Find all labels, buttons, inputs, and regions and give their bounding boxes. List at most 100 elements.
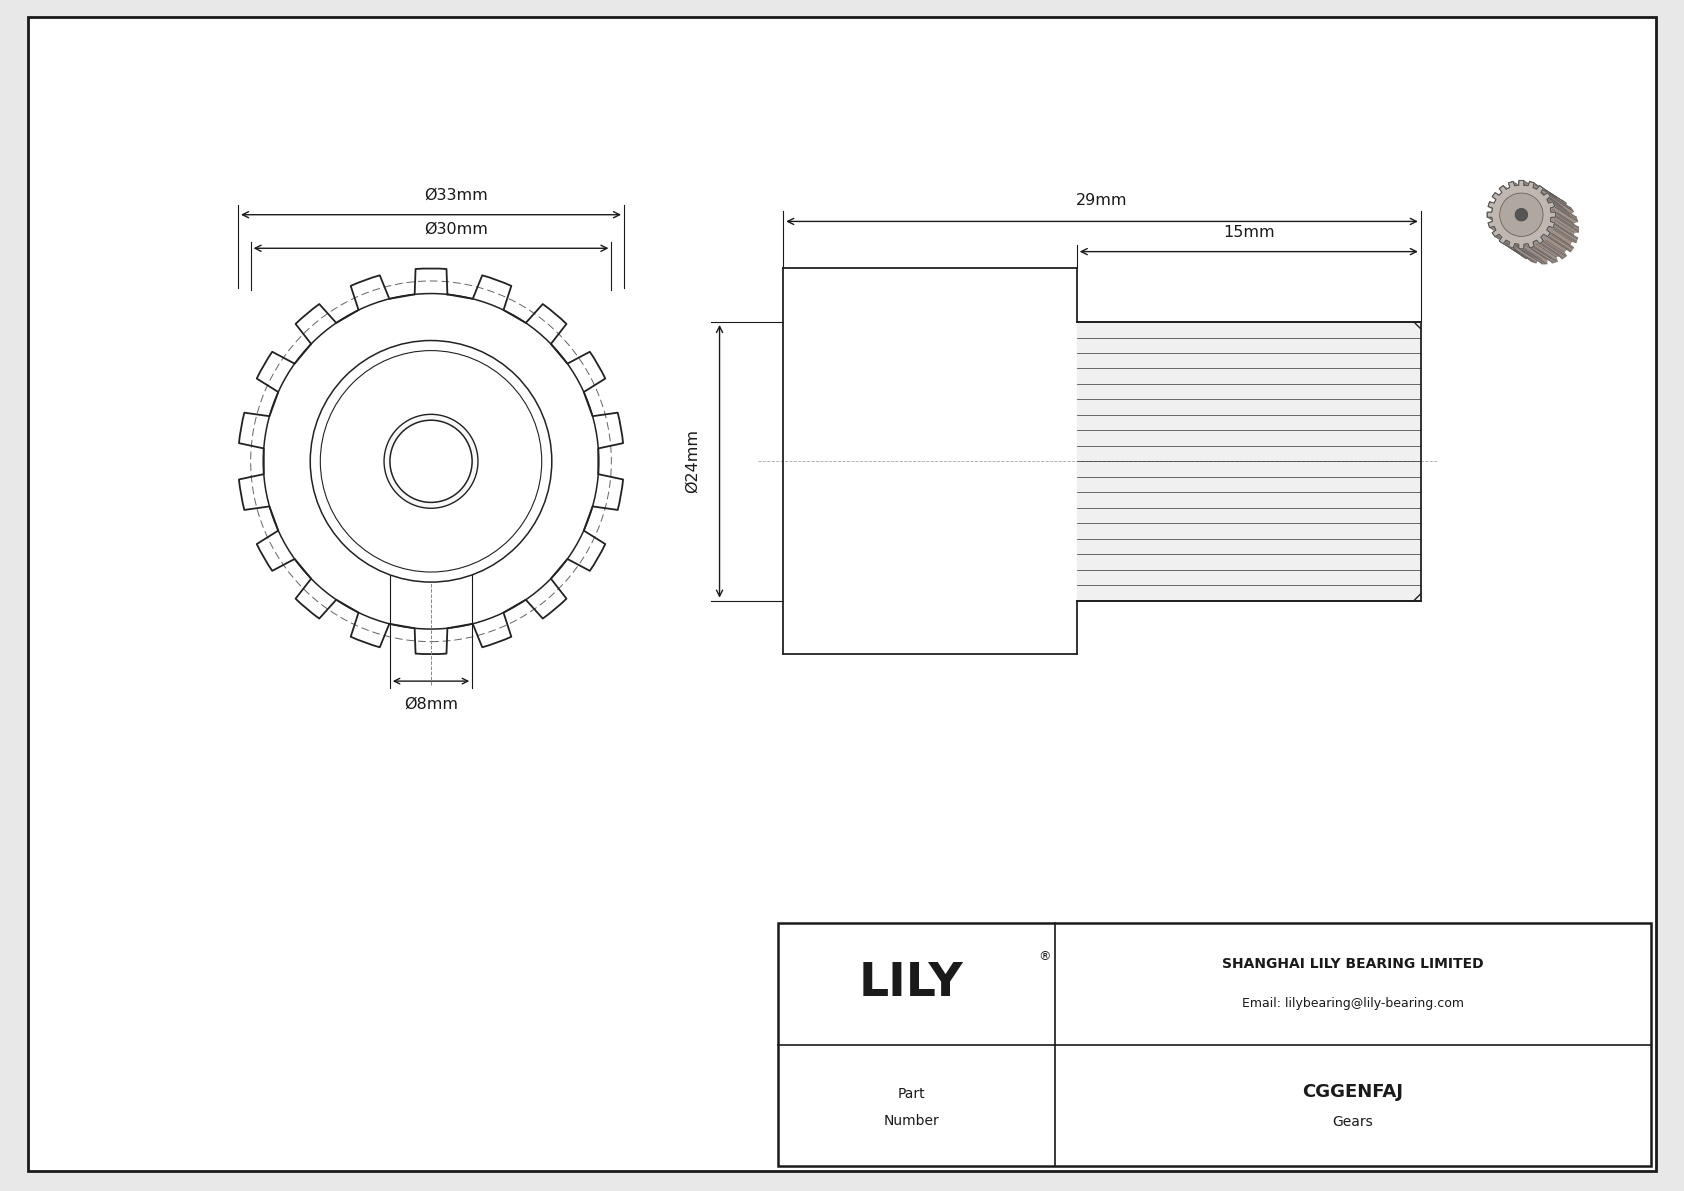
Polygon shape [1553,226,1576,243]
Polygon shape [1532,182,1558,198]
Polygon shape [1541,237,1566,256]
Polygon shape [1514,244,1537,263]
Polygon shape [1556,212,1578,229]
Polygon shape [1499,188,1522,204]
Polygon shape [1499,241,1522,256]
Polygon shape [1548,193,1571,208]
Polygon shape [1490,201,1517,218]
Polygon shape [1543,188,1566,204]
Polygon shape [1489,202,1512,220]
Polygon shape [1524,244,1548,263]
Polygon shape [1549,226,1576,243]
Polygon shape [1487,212,1511,229]
Polygon shape [1494,226,1519,245]
Polygon shape [1548,194,1573,211]
Polygon shape [1529,248,1554,263]
Circle shape [310,341,552,582]
Polygon shape [1544,193,1571,210]
Polygon shape [1489,224,1512,242]
Polygon shape [1514,244,1541,260]
Polygon shape [1492,195,1516,212]
Polygon shape [1551,217,1575,236]
Polygon shape [1539,186,1563,201]
Text: CGGENFAJ: CGGENFAJ [1302,1083,1403,1100]
Polygon shape [1541,242,1566,258]
Polygon shape [1492,208,1516,227]
Polygon shape [1553,201,1576,218]
Polygon shape [1543,241,1566,256]
Polygon shape [1509,247,1534,262]
Polygon shape [1489,222,1516,238]
Polygon shape [1551,206,1578,223]
Polygon shape [1492,232,1516,249]
Bar [778,923,1650,1166]
Polygon shape [1487,213,1511,231]
Circle shape [384,414,478,509]
Polygon shape [1492,197,1519,214]
Polygon shape [1556,213,1578,231]
Polygon shape [1499,235,1524,252]
Polygon shape [1524,181,1548,200]
Text: Ø30mm: Ø30mm [424,222,488,237]
Polygon shape [1487,216,1511,232]
Polygon shape [1522,249,1546,263]
Polygon shape [1514,185,1541,200]
Text: LILY: LILY [859,961,963,1006]
Polygon shape [1541,235,1566,252]
Polygon shape [1500,186,1526,202]
Polygon shape [1554,205,1578,222]
Polygon shape [1502,243,1526,258]
Polygon shape [1532,187,1559,204]
Polygon shape [1541,192,1566,210]
Polygon shape [1532,242,1558,261]
Circle shape [1511,200,1554,244]
Circle shape [391,420,472,503]
Polygon shape [1549,232,1573,249]
Polygon shape [1519,181,1543,195]
Polygon shape [1556,216,1578,232]
Text: ®: ® [1039,950,1051,964]
Polygon shape [1536,186,1563,204]
Polygon shape [1505,187,1532,204]
Text: Number: Number [882,1114,940,1128]
Polygon shape [1509,183,1532,202]
Polygon shape [1495,193,1522,210]
Polygon shape [1509,242,1532,261]
Polygon shape [1519,181,1543,200]
Polygon shape [1489,226,1512,243]
Polygon shape [1490,226,1517,243]
Polygon shape [1541,188,1566,207]
Polygon shape [1554,224,1578,242]
Text: Email: lilybearing@lily-bearing.com: Email: lilybearing@lily-bearing.com [1241,998,1463,1010]
Polygon shape [1511,195,1578,263]
Polygon shape [1548,226,1571,245]
Polygon shape [1509,182,1532,198]
Polygon shape [1499,188,1524,207]
Text: Ø33mm: Ø33mm [424,188,488,202]
Polygon shape [1519,244,1543,263]
Polygon shape [1505,241,1532,257]
Polygon shape [1548,230,1573,248]
Polygon shape [1532,247,1558,262]
Polygon shape [1548,197,1573,214]
Polygon shape [1548,233,1573,250]
Polygon shape [1500,242,1526,258]
Text: Ø8mm: Ø8mm [404,697,458,711]
Polygon shape [1492,217,1516,236]
Polygon shape [1529,181,1554,197]
Polygon shape [1502,186,1526,201]
Polygon shape [1512,181,1536,197]
Polygon shape [783,268,1076,654]
Polygon shape [1487,181,1556,249]
Polygon shape [1554,223,1578,239]
Circle shape [1516,208,1527,222]
Polygon shape [1527,244,1553,263]
Text: SHANGHAI LILY BEARING LIMITED: SHANGHAI LILY BEARING LIMITED [1223,956,1484,971]
Polygon shape [1527,181,1553,200]
Polygon shape [1514,181,1537,200]
Polygon shape [239,268,623,654]
Polygon shape [1551,217,1578,232]
Polygon shape [1489,206,1516,223]
Polygon shape [1494,236,1517,251]
Polygon shape [1549,195,1573,212]
